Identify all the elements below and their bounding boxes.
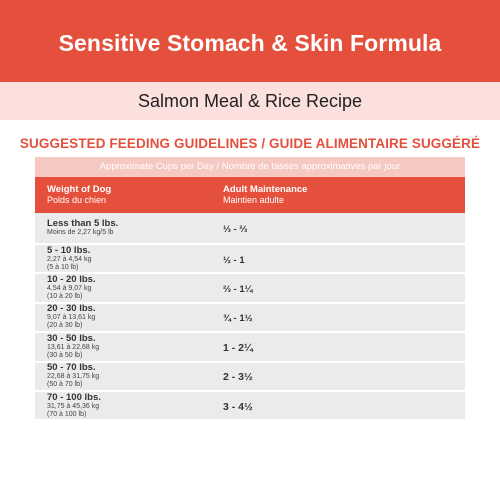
table-row: 5 - 10 lbs. 2,27 à 4,54 kg (5 à 10 lb) ½… bbox=[35, 244, 465, 275]
weight-cell: 20 - 30 lbs. 9,07 à 13,61 kg (20 à 30 lb… bbox=[35, 304, 223, 330]
weight-cell: 10 - 20 lbs. 4,54 à 9,07 kg (10 à 20 lb) bbox=[35, 275, 223, 301]
table-row: 30 - 50 lbs. 13,61 à 22,68 kg (30 à 50 l… bbox=[35, 332, 465, 363]
weight-header-fr: Polds du chien bbox=[47, 195, 107, 205]
weight-metric: 4,54 à 9,07 kg bbox=[47, 285, 92, 293]
amount-cell: ¾ - 1½ bbox=[223, 308, 465, 326]
cups-amount: 1 - 2¼ bbox=[223, 341, 253, 354]
amount-cell: 2 - 3½ bbox=[223, 367, 465, 385]
weight-cell: 50 - 70 lbs. 22,68 à 31,75 kg (50 à 70 l… bbox=[35, 363, 223, 389]
weight-pounds: (30 à 50 lb) bbox=[47, 351, 83, 359]
weight-metric: 22,68 à 31,75 kg bbox=[47, 373, 100, 381]
weight-range: 30 - 50 lbs. bbox=[47, 332, 96, 344]
weight-column-header: Weight of Dog Polds du chien bbox=[35, 184, 223, 206]
cups-amount: 3 - 4½ bbox=[223, 400, 253, 413]
amount-header-en: Adult Maintenance bbox=[223, 184, 308, 195]
amount-cell: 1 - 2¼ bbox=[223, 338, 465, 356]
amount-cell: 3 - 4½ bbox=[223, 397, 465, 415]
weight-pounds: (50 à 70 lb) bbox=[47, 381, 83, 389]
weight-range: 10 - 20 lbs. bbox=[47, 274, 96, 286]
weight-range: 5 - 10 lbs. bbox=[47, 244, 91, 256]
amount-cell: ⅔ - 1¼ bbox=[223, 279, 465, 297]
weight-pounds: (10 à 20 lb) bbox=[47, 293, 83, 301]
amount-header-fr: Maintien adulte bbox=[223, 195, 285, 205]
subtitle-banner: Salmon Meal & Rice Recipe bbox=[0, 82, 500, 120]
weight-metric: 13,61 à 22,68 kg bbox=[47, 343, 100, 351]
weight-pounds: (20 à 30 lb) bbox=[47, 322, 83, 330]
weight-metric: Moins de 2,27 kg/5 lb bbox=[47, 229, 114, 236]
cups-amount: 2 - 3½ bbox=[223, 371, 253, 384]
feeding-table: Approximate Cups per Day / Nombre de tas… bbox=[35, 157, 465, 422]
weight-range: Less than 5 lbs. bbox=[47, 218, 119, 229]
cups-amount: ⅔ - 1¼ bbox=[223, 284, 253, 296]
table-row: 20 - 30 lbs. 9,07 à 13,61 kg (20 à 30 lb… bbox=[35, 303, 465, 334]
title-banner: Sensitive Stomach & Skin Formula bbox=[0, 0, 500, 82]
weight-cell: 30 - 50 lbs. 13,61 à 22,68 kg (30 à 50 l… bbox=[35, 332, 223, 360]
feeding-guidelines-heading: SUGGESTED FEEDING GUIDELINES / GUIDE ALI… bbox=[19, 136, 481, 151]
product-subtitle: Salmon Meal & Rice Recipe bbox=[137, 90, 363, 111]
units-note: Approximate Cups per Day / Nombre de tas… bbox=[35, 157, 465, 177]
weight-range: 50 - 70 lbs. bbox=[47, 362, 96, 374]
table-row: 50 - 70 lbs. 22,68 à 31,75 kg (50 à 70 l… bbox=[35, 362, 465, 392]
weight-metric: 9,07 à 13,61 kg bbox=[47, 314, 96, 322]
table-header: Weight of Dog Polds du chien Adult Maint… bbox=[35, 177, 465, 213]
weight-cell: 70 - 100 lbs. 31,75 à 45,36 kg (70 à 100… bbox=[35, 391, 223, 419]
table-row: 70 - 100 lbs. 31,75 à 45,36 kg (70 à 100… bbox=[35, 391, 465, 422]
cups-amount: ¾ - 1½ bbox=[223, 313, 253, 325]
cups-amount: ½ - 1 bbox=[223, 254, 245, 266]
amount-column-header: Adult Maintenance Maintien adulte bbox=[223, 184, 465, 206]
cups-amount: ⅓ - ⅔ bbox=[223, 224, 248, 235]
amount-cell: ½ - 1 bbox=[223, 250, 465, 268]
weight-range: 70 - 100 lbs. bbox=[47, 391, 101, 403]
weight-cell: 5 - 10 lbs. 2,27 à 4,54 kg (5 à 10 lb) bbox=[35, 244, 223, 272]
weight-metric: 31,75 à 45,36 kg bbox=[47, 402, 100, 410]
table-row: 10 - 20 lbs. 4,54 à 9,07 kg (10 à 20 lb)… bbox=[35, 274, 465, 304]
weight-pounds: (5 à 10 lb) bbox=[47, 263, 79, 271]
weight-cell: Less than 5 lbs. Moins de 2,27 kg/5 lb bbox=[35, 219, 223, 237]
weight-header-en: Weight of Dog bbox=[47, 184, 112, 195]
amount-cell: ⅓ - ⅔ bbox=[223, 219, 465, 237]
weight-pounds: (70 à 100 lb) bbox=[47, 410, 87, 418]
product-title: Sensitive Stomach & Skin Formula bbox=[58, 29, 442, 56]
table-row: Less than 5 lbs. Moins de 2,27 kg/5 lb ⅓… bbox=[35, 213, 465, 245]
weight-metric: 2,27 à 4,54 kg bbox=[47, 255, 92, 263]
weight-range: 20 - 30 lbs. bbox=[47, 303, 96, 315]
